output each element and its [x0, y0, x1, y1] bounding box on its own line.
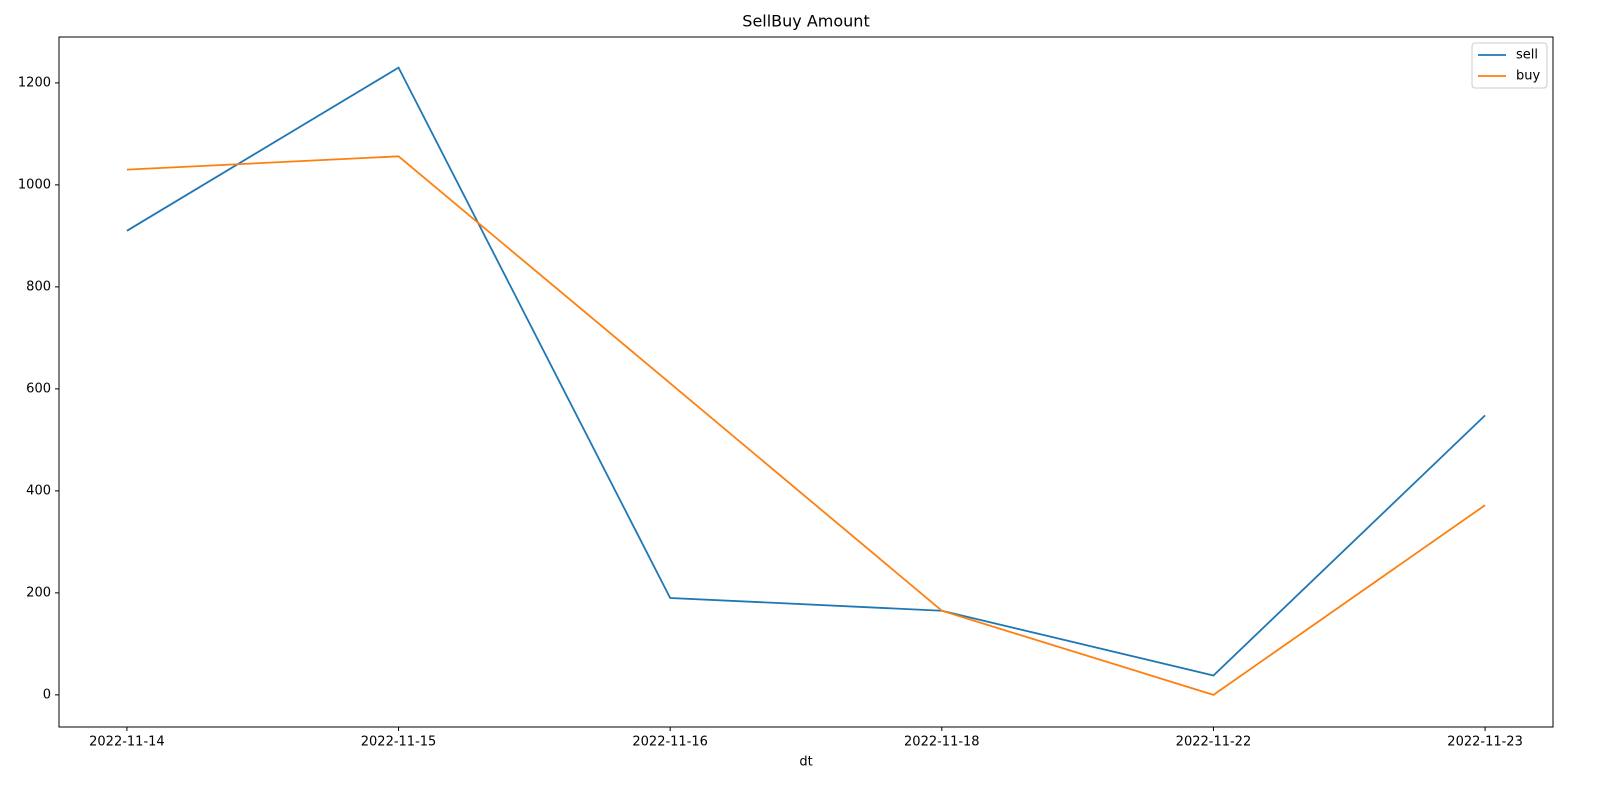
x-axis-label: dt: [799, 755, 812, 770]
y-tick-label: 1200: [18, 75, 51, 90]
x-tick-label: 2022-11-15: [361, 735, 437, 750]
chart-title: SellBuy Amount: [742, 12, 869, 31]
x-tick-label: 2022-11-23: [1447, 735, 1523, 750]
x-tick-label: 2022-11-14: [89, 735, 165, 750]
plot-frame: [58, 36, 1554, 728]
x-tick-label: 2022-11-18: [904, 735, 980, 750]
y-tick-label: 600: [26, 381, 51, 396]
y-tick-label: 800: [26, 279, 51, 294]
y-tick-label: 1000: [18, 177, 51, 192]
line-series: [126, 66, 1486, 677]
line-series: [126, 155, 1486, 696]
y-tick-label: 200: [26, 585, 51, 600]
y-tick-label: 0: [43, 687, 51, 702]
x-tick-label: 2022-11-22: [1176, 735, 1252, 750]
legend-label: buy: [1516, 69, 1540, 84]
legend-label: sell: [1516, 48, 1538, 63]
x-tick-label: 2022-11-16: [632, 735, 708, 750]
y-tick-label: 400: [26, 483, 51, 498]
